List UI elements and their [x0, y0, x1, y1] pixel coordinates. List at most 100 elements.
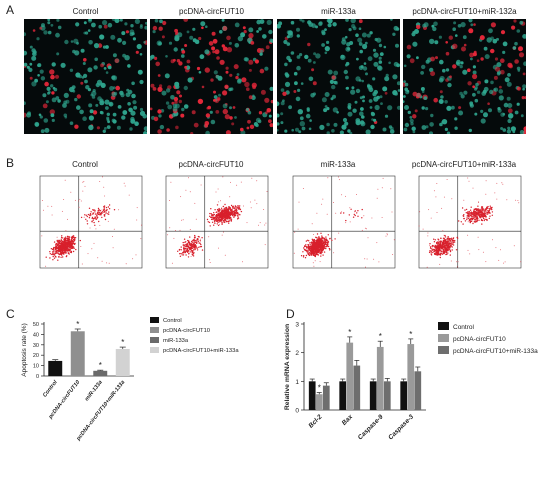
nucleus	[383, 45, 387, 49]
nucleus	[280, 112, 284, 116]
apoptotic-cell	[153, 116, 159, 122]
nucleus	[102, 129, 107, 133]
apoptotic-cell	[416, 92, 422, 98]
nucleus	[430, 113, 434, 118]
apoptotic-cell	[224, 84, 229, 90]
apoptotic-cell	[44, 81, 49, 87]
nucleus	[299, 116, 304, 121]
nucleus	[277, 122, 280, 126]
apoptotic-cell	[229, 116, 233, 120]
nucleus	[259, 19, 265, 24]
nucleus	[104, 127, 107, 130]
nucleus	[87, 19, 93, 23]
apoptotic-cell	[210, 78, 214, 82]
nucleus	[215, 74, 220, 79]
nucleus	[112, 119, 117, 124]
nucleus	[130, 116, 135, 122]
nucleus	[451, 105, 455, 110]
nucleus	[326, 107, 330, 111]
apoptotic-cell	[157, 86, 163, 92]
nucleus	[60, 62, 66, 68]
nucleus	[354, 100, 358, 104]
nucleus	[219, 30, 223, 34]
nucleus	[210, 119, 216, 125]
nucleus	[173, 47, 178, 52]
nucleus	[358, 27, 362, 30]
nucleus	[110, 34, 116, 40]
apoptotic-cell	[181, 50, 186, 54]
apoptotic-cell	[222, 46, 228, 52]
apoptotic-cell	[161, 35, 165, 39]
nucleus	[102, 45, 107, 49]
apoptotic-cell	[125, 30, 129, 34]
apoptotic-cell	[115, 85, 120, 91]
apoptotic-cell	[467, 68, 471, 72]
nucleus	[349, 131, 353, 134]
nucleus	[453, 21, 457, 25]
nucleus	[266, 19, 272, 25]
apoptotic-cell	[241, 77, 247, 83]
apoptotic-cell	[159, 84, 163, 88]
apoptotic-cell	[222, 26, 228, 31]
nucleus	[409, 118, 414, 123]
nucleus	[394, 92, 398, 96]
nucleus	[75, 22, 80, 27]
apoptotic-cell	[150, 83, 155, 88]
nucleus	[130, 110, 136, 116]
apoptotic-cell	[409, 58, 415, 64]
nucleus	[414, 29, 419, 34]
nucleus	[362, 99, 365, 103]
nucleus	[310, 93, 315, 98]
legend-label: Control	[163, 318, 182, 324]
bar	[339, 381, 347, 410]
bar	[308, 381, 316, 410]
apoptotic-cell	[293, 90, 297, 93]
nucleus	[99, 98, 104, 103]
apoptotic-cell	[193, 122, 199, 128]
nucleus	[69, 121, 74, 125]
apoptotic-cell	[384, 91, 388, 95]
nucleus	[342, 117, 348, 123]
nucleus	[78, 74, 82, 79]
nucleus	[390, 19, 393, 21]
nucleus	[452, 27, 456, 31]
nucleus	[367, 84, 371, 88]
nucleus	[280, 121, 284, 125]
nucleus	[345, 61, 350, 66]
apoptotic-cell	[269, 123, 273, 128]
nucleus	[392, 74, 398, 80]
nucleus	[129, 127, 133, 131]
apoptotic-cell	[430, 71, 436, 77]
nucleus	[344, 35, 348, 39]
apoptotic-cell	[265, 111, 268, 115]
nucleus	[409, 116, 413, 119]
nucleus	[313, 52, 317, 56]
nucleus	[245, 108, 250, 112]
nucleus	[277, 24, 281, 29]
nucleus	[384, 76, 390, 82]
nucleus	[287, 30, 293, 36]
nucleus	[112, 53, 117, 58]
apoptotic-cell	[259, 68, 265, 74]
nucleus	[315, 25, 318, 29]
apoptotic-cell	[513, 19, 517, 23]
nucleus	[106, 112, 111, 117]
legend-label: Control	[453, 324, 475, 331]
nucleus	[370, 111, 374, 115]
apoptotic-cell	[216, 56, 220, 60]
flow-events	[293, 176, 395, 268]
y-tick-label: 20	[33, 353, 39, 359]
nucleus	[341, 37, 346, 41]
nucleus	[507, 118, 512, 124]
nucleus	[327, 69, 333, 75]
apoptotic-cell	[250, 41, 255, 45]
nucleus	[91, 22, 96, 28]
nucleus	[114, 19, 120, 24]
nucleus	[403, 100, 405, 103]
nucleus	[136, 43, 142, 50]
nucleus	[43, 30, 48, 35]
nucleus	[374, 104, 380, 111]
nucleus	[236, 79, 242, 84]
panel-label-a: A	[6, 3, 15, 17]
nucleus	[308, 127, 312, 131]
